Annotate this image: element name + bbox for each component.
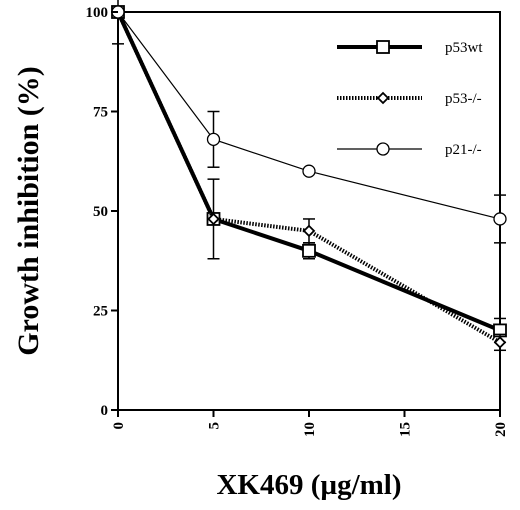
y-axis-title: Growth inhibition (%) [12, 66, 45, 356]
x-tick-label: 20 [493, 422, 509, 437]
y-tick-label: 100 [86, 5, 109, 21]
legend-label: p53-/- [445, 91, 482, 107]
plot-area [117, 11, 501, 411]
plot-frame [117, 11, 501, 411]
data-point-diamond [493, 336, 507, 349]
legend-item: p21-/- [337, 142, 482, 158]
x-axis: 0 5 10 15 20 [111, 410, 509, 437]
y-axis: 0 25 50 75 100 [86, 5, 118, 419]
series-line [116, 11, 501, 333]
x-axis-title: XK469 (µg/ml) [216, 469, 401, 501]
data-point-circle [493, 212, 507, 226]
series-layer [111, 0, 507, 352]
x-tick-label: 15 [398, 422, 414, 437]
x-tick-label: 5 [207, 422, 223, 430]
series-p53-/- [111, 5, 507, 352]
legend-item: p53-/- [337, 91, 482, 107]
y-tick-label: 25 [93, 304, 108, 320]
data-point-diamond [376, 91, 390, 105]
x-tick-label: 10 [302, 422, 318, 437]
legend-label: p53wt [445, 40, 483, 56]
y-tick-label: 50 [93, 204, 108, 220]
data-point-square [302, 243, 316, 258]
data-point-diamond [207, 212, 220, 226]
series-p21-/- [111, 0, 507, 244]
y-tick-label: 75 [93, 105, 108, 121]
legend: p53wt p53-/- p21-/- [337, 40, 483, 158]
series-line [116, 11, 502, 345]
legend-item: p53wt [337, 40, 483, 56]
x-tick-label: 0 [111, 422, 127, 430]
series-line [117, 11, 501, 220]
y-tick-label: 0 [101, 403, 109, 419]
data-point-circle [376, 142, 390, 156]
data-point-circle [302, 164, 316, 178]
data-point-diamond [302, 224, 316, 238]
data-point-circle [206, 132, 221, 147]
data-point-square [376, 40, 390, 54]
legend-label: p21-/- [445, 142, 482, 158]
